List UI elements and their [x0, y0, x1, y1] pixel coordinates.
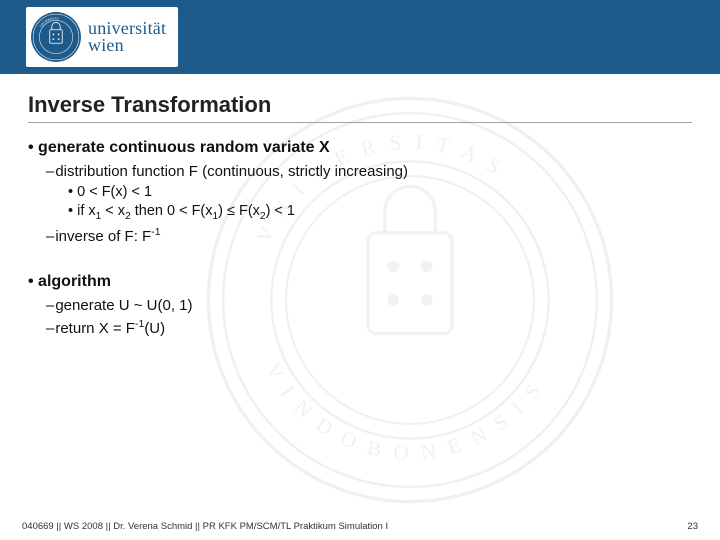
slide-content: Inverse Transformation generate continuo…: [0, 74, 720, 337]
dash-inverse: inverse of F: F-1: [46, 226, 692, 245]
footer-left: 040669 || WS 2008 || Dr. Verena Schmid |…: [22, 521, 388, 532]
header-band: UNIVERSITAS universität wien: [0, 0, 720, 74]
page-number: 23: [687, 521, 698, 532]
bullet-generate-variate: generate continuous random variate X: [28, 139, 692, 157]
logo-wordmark: universität wien: [88, 20, 166, 54]
university-logo: UNIVERSITAS universität wien: [26, 7, 178, 67]
dash-distribution-fn: distribution function F (continuous, str…: [46, 163, 692, 180]
subbullet-range: 0 < F(x) < 1: [68, 184, 692, 200]
svg-text:V I N D O B O N E N S I S: V I N D O B O N E N S I S: [261, 359, 548, 465]
slide-footer: 040669 || WS 2008 || Dr. Verena Schmid |…: [0, 521, 720, 532]
subbullet-monotone: if x1 < x2 then 0 < F(x1) ≤ F(x2) < 1: [68, 203, 692, 222]
bullet-algorithm: algorithm: [28, 273, 692, 291]
seal-icon: UNIVERSITAS: [30, 11, 82, 63]
dash-return-x: return X = F-1(U): [46, 318, 692, 337]
slide-title: Inverse Transformation: [28, 92, 692, 118]
dash-generate-u: generate U ~ U(0, 1): [46, 297, 692, 314]
logo-line2: wien: [88, 37, 166, 54]
title-underline: [28, 122, 692, 123]
